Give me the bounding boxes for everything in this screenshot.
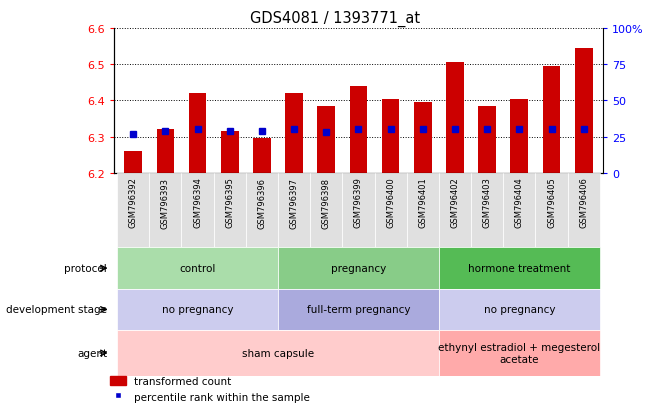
FancyBboxPatch shape	[182, 173, 214, 248]
Bar	[253, 139, 271, 173]
Text: control: control	[180, 263, 216, 273]
Text: GSM796405: GSM796405	[547, 177, 556, 228]
Bar	[446, 63, 464, 173]
Text: hormone treatment: hormone treatment	[468, 263, 571, 273]
Text: GDS4081 / 1393771_at: GDS4081 / 1393771_at	[250, 10, 420, 26]
Text: GSM796406: GSM796406	[579, 177, 588, 228]
Bar	[221, 132, 239, 173]
FancyBboxPatch shape	[503, 173, 535, 248]
Text: GSM796401: GSM796401	[418, 177, 427, 228]
Text: pregnancy: pregnancy	[331, 263, 386, 273]
Text: GSM796397: GSM796397	[289, 177, 299, 228]
Bar	[157, 130, 174, 173]
FancyBboxPatch shape	[214, 173, 246, 248]
Text: GSM796402: GSM796402	[450, 177, 460, 228]
Bar	[575, 49, 592, 173]
FancyBboxPatch shape	[439, 330, 600, 376]
FancyBboxPatch shape	[535, 173, 567, 248]
Bar	[350, 87, 367, 173]
Text: GSM796393: GSM796393	[161, 177, 170, 228]
Bar	[318, 107, 335, 173]
FancyBboxPatch shape	[278, 248, 439, 289]
Text: GSM796398: GSM796398	[322, 177, 331, 228]
FancyBboxPatch shape	[567, 173, 600, 248]
Text: protocol: protocol	[64, 263, 107, 273]
Bar	[478, 107, 496, 173]
Text: GSM796404: GSM796404	[515, 177, 524, 228]
Bar	[543, 67, 560, 173]
FancyBboxPatch shape	[342, 173, 375, 248]
Text: ethynyl estradiol + megesterol
acetate: ethynyl estradiol + megesterol acetate	[438, 342, 600, 364]
Bar	[285, 94, 303, 173]
Text: no pregnancy: no pregnancy	[484, 305, 555, 315]
FancyBboxPatch shape	[117, 330, 439, 376]
Bar	[511, 100, 528, 173]
Text: agent: agent	[77, 348, 107, 358]
Text: GSM796394: GSM796394	[193, 177, 202, 228]
FancyBboxPatch shape	[310, 173, 342, 248]
FancyBboxPatch shape	[246, 173, 278, 248]
FancyBboxPatch shape	[278, 289, 439, 330]
FancyBboxPatch shape	[117, 289, 278, 330]
Text: no pregnancy: no pregnancy	[162, 305, 233, 315]
FancyBboxPatch shape	[439, 173, 471, 248]
Bar	[414, 103, 431, 173]
FancyBboxPatch shape	[471, 173, 503, 248]
FancyBboxPatch shape	[407, 173, 439, 248]
Text: GSM796403: GSM796403	[482, 177, 492, 228]
Text: GSM796396: GSM796396	[257, 177, 267, 228]
Text: GSM796399: GSM796399	[354, 177, 363, 228]
FancyBboxPatch shape	[439, 289, 600, 330]
Bar	[125, 152, 142, 173]
FancyBboxPatch shape	[278, 173, 310, 248]
Text: full-term pregnancy: full-term pregnancy	[307, 305, 410, 315]
Bar	[189, 94, 206, 173]
FancyBboxPatch shape	[375, 173, 407, 248]
FancyBboxPatch shape	[117, 248, 278, 289]
Bar	[382, 100, 399, 173]
Text: GSM796395: GSM796395	[225, 177, 234, 228]
FancyBboxPatch shape	[149, 173, 182, 248]
FancyBboxPatch shape	[117, 173, 149, 248]
Text: development stage: development stage	[6, 305, 107, 315]
FancyBboxPatch shape	[439, 248, 600, 289]
Text: GSM796392: GSM796392	[129, 177, 138, 228]
Legend: transformed count, percentile rank within the sample: transformed count, percentile rank withi…	[106, 372, 314, 406]
Text: sham capsule: sham capsule	[242, 348, 314, 358]
Text: GSM796400: GSM796400	[386, 177, 395, 228]
